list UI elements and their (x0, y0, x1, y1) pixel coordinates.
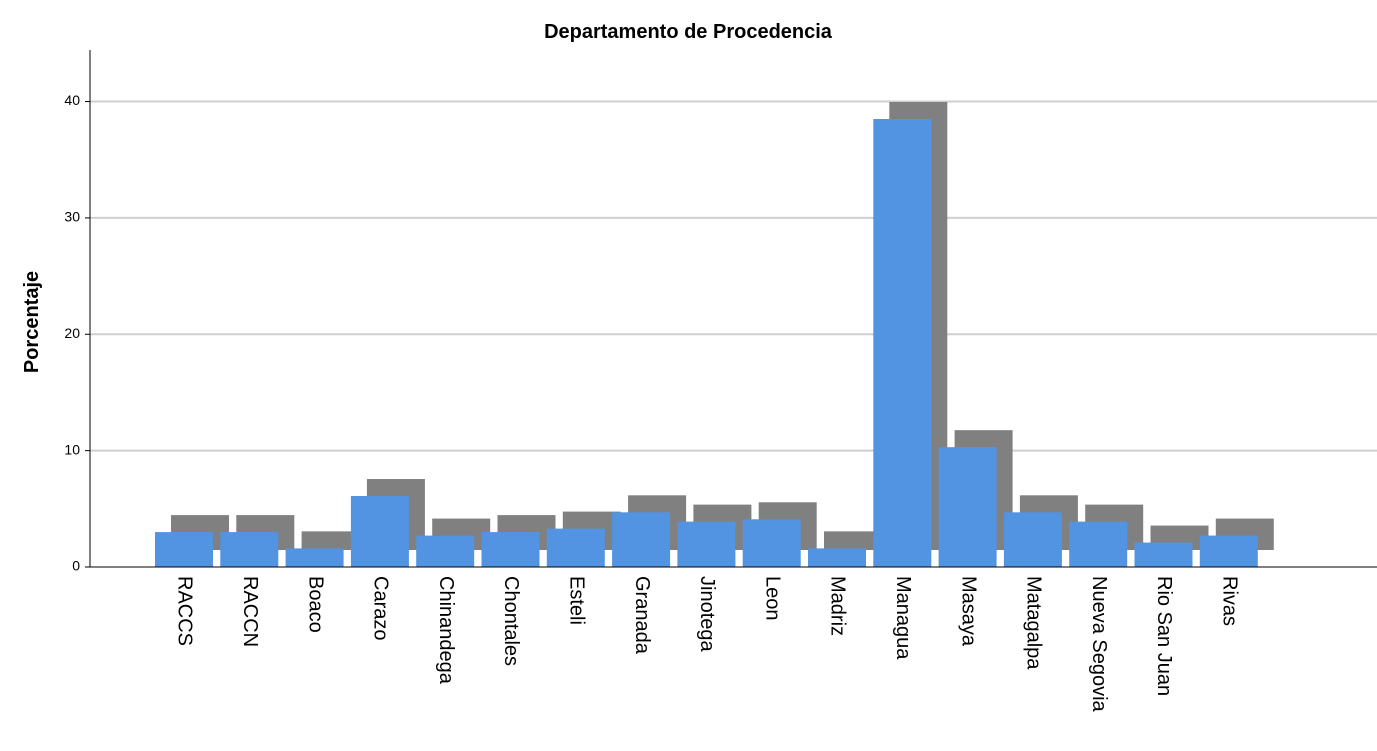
bar (677, 521, 736, 567)
bar (873, 119, 932, 567)
bar (350, 496, 409, 567)
bar (481, 532, 540, 567)
y-tick-label: 10 (64, 441, 80, 457)
x-tick-label: Jinotega (696, 576, 718, 652)
bar (416, 535, 475, 567)
x-tick-label: Rio San Juan (1153, 576, 1175, 696)
bar-shadow (824, 531, 882, 550)
x-tick-label: Carazo (370, 576, 392, 640)
x-tick-label: Matagalpa (1023, 576, 1045, 670)
bar (1003, 512, 1062, 567)
chart-title: Departamento de Procedencia (544, 21, 833, 43)
y-tick-label: 30 (64, 209, 80, 225)
x-tick-label: Chontales (500, 576, 522, 666)
x-tick-label: RACCS (174, 576, 196, 646)
bar (742, 519, 801, 567)
x-tick-label: Nueva Segovia (1088, 576, 1110, 713)
y-axis-label: Porcentaje (21, 271, 43, 373)
x-tick-label: Boaco (304, 576, 326, 633)
bar (155, 532, 213, 567)
x-tick-label: Managua (892, 576, 914, 660)
bar (285, 548, 344, 567)
bar (546, 528, 605, 567)
x-tick-label: Masaya (957, 576, 979, 647)
bar (612, 512, 671, 567)
x-tick-label: Madriz (827, 576, 849, 636)
x-tick-label: RACCN (239, 576, 261, 647)
x-tick-label: Leon (761, 576, 783, 621)
x-tick-label: Rivas (1219, 576, 1241, 626)
bar (1069, 521, 1128, 567)
bar (1199, 535, 1258, 567)
bar (808, 548, 866, 567)
y-tick-label: 20 (64, 325, 80, 341)
y-tick-label: 0 (72, 558, 80, 574)
bar (938, 447, 997, 567)
bar-shadow (301, 531, 360, 550)
y-tick-label: 40 (64, 92, 80, 108)
x-tick-label: Chinandega (435, 576, 457, 685)
bar (220, 532, 279, 567)
bar (1134, 542, 1193, 567)
x-tick-label: Granada (631, 576, 653, 655)
x-tick-label: Esteli (566, 576, 588, 625)
